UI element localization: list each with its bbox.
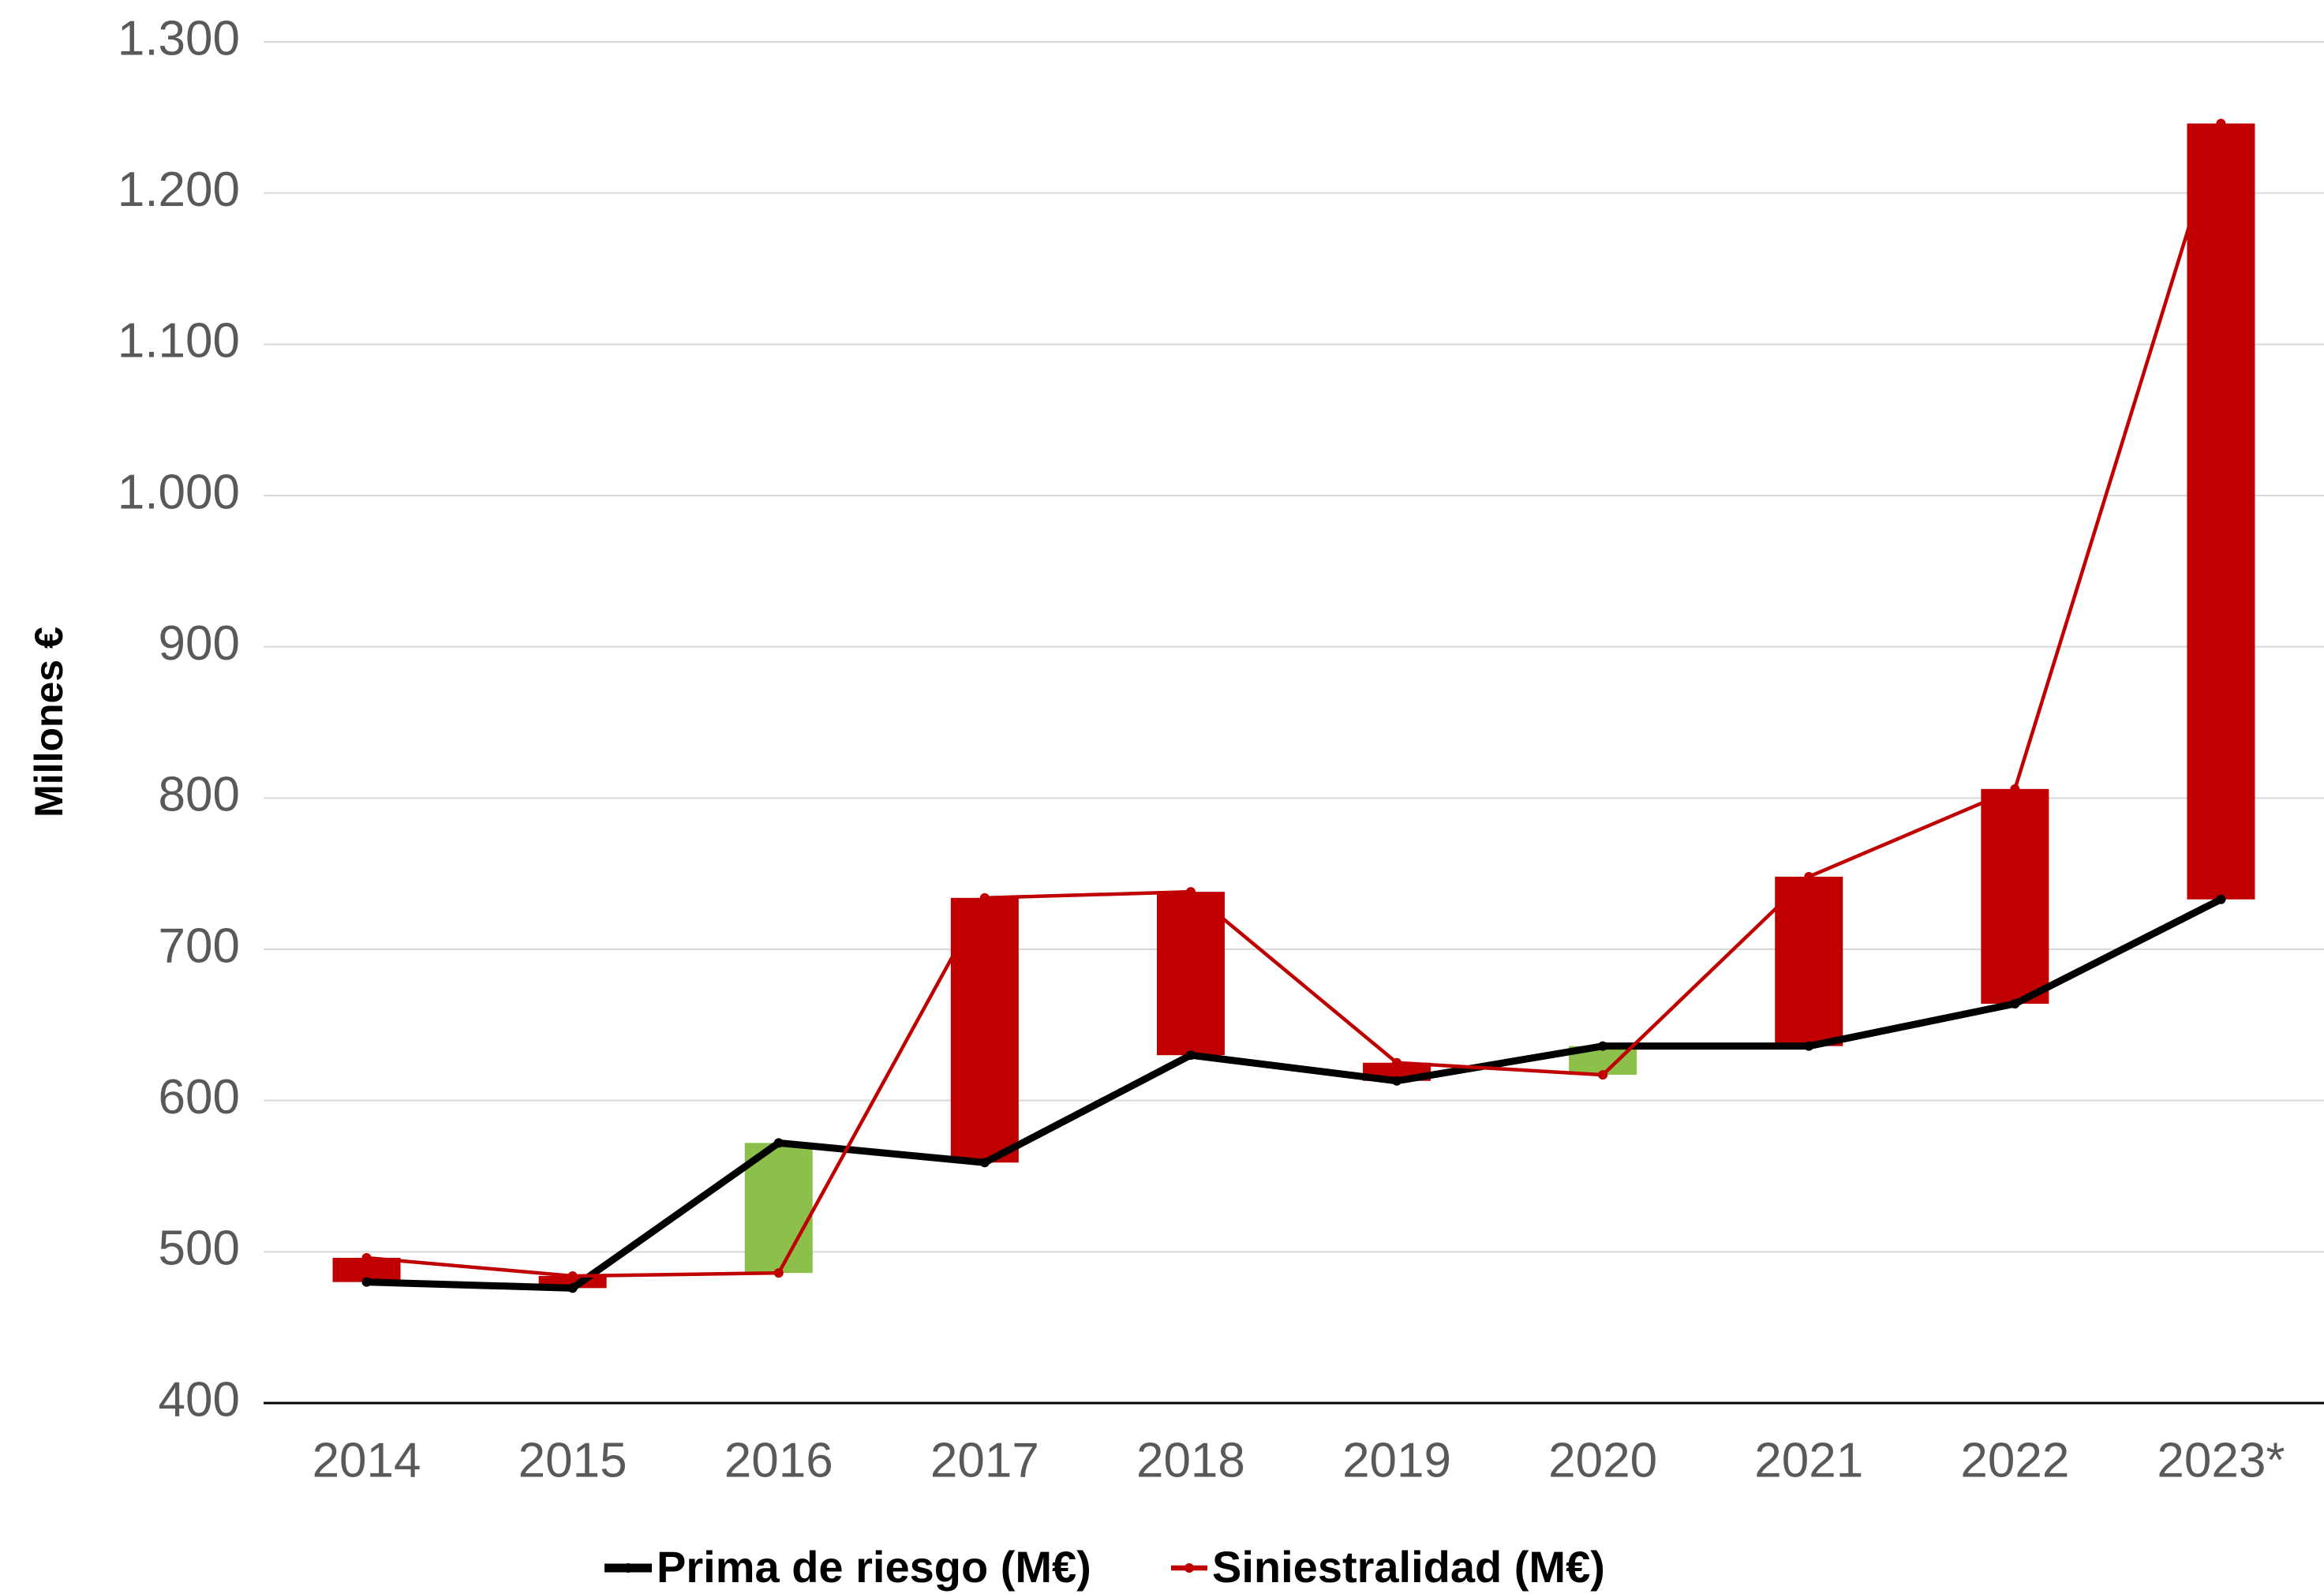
- point: [1804, 872, 1814, 881]
- x-tick-label: 2020: [1548, 1433, 1657, 1487]
- x-tick-label: 2018: [1136, 1433, 1245, 1487]
- x-tick-label: 2021: [1754, 1433, 1863, 1487]
- updown-bar: [1775, 877, 1843, 1046]
- point: [567, 1271, 578, 1281]
- updown-bar: [1156, 892, 1225, 1056]
- point: [1598, 1041, 1608, 1051]
- point: [567, 1283, 578, 1293]
- point: [1598, 1070, 1608, 1080]
- point: [2010, 999, 2020, 1008]
- x-tick-label: 2014: [312, 1433, 421, 1487]
- point: [2216, 894, 2226, 904]
- x-tick-label: 2015: [518, 1433, 627, 1487]
- legend-label: Prima de riesgo (M€): [657, 1542, 1091, 1592]
- series-line: [366, 122, 2223, 1278]
- x-tick-label: 2017: [930, 1433, 1039, 1487]
- y-tick-label: 1.300: [118, 11, 240, 65]
- y-tick-label: 1.200: [118, 163, 240, 217]
- point: [2010, 784, 2020, 794]
- point: [1185, 1050, 1196, 1061]
- legend-marker: [623, 1563, 633, 1573]
- x-tick-label: 2023*: [2157, 1433, 2285, 1487]
- point: [1392, 1076, 1402, 1086]
- legend-marker: [1184, 1563, 1194, 1573]
- point: [1185, 887, 1196, 897]
- y-tick-label: 1.100: [118, 314, 240, 369]
- updown-bar: [1981, 788, 2049, 1004]
- x-tick-label: 2019: [1342, 1433, 1451, 1487]
- y-tick-label: 500: [159, 1222, 240, 1276]
- point: [361, 1277, 372, 1287]
- point: [1392, 1057, 1402, 1068]
- point: [979, 892, 990, 903]
- point: [361, 1253, 372, 1263]
- series-line: [366, 896, 2223, 1292]
- y-tick-label: 700: [159, 919, 240, 973]
- y-tick-label: 600: [159, 1070, 240, 1124]
- y-tick-label: 1.000: [118, 465, 240, 519]
- updown-bar: [744, 1143, 813, 1274]
- legend-label: Siniestralidad (M€): [1212, 1542, 1605, 1592]
- point: [1804, 1041, 1814, 1051]
- point: [773, 1138, 784, 1148]
- y-tick-label: 900: [159, 616, 240, 671]
- point: [773, 1268, 784, 1278]
- point: [979, 1158, 990, 1168]
- y-tick-label: 800: [159, 768, 240, 822]
- updown-bar: [2187, 123, 2255, 900]
- point: [2216, 118, 2226, 129]
- y-axis-label: Millones €: [27, 627, 71, 818]
- x-tick-label: 2022: [1960, 1433, 2069, 1487]
- x-tick-label: 2016: [724, 1433, 833, 1487]
- y-tick-label: 400: [159, 1372, 240, 1427]
